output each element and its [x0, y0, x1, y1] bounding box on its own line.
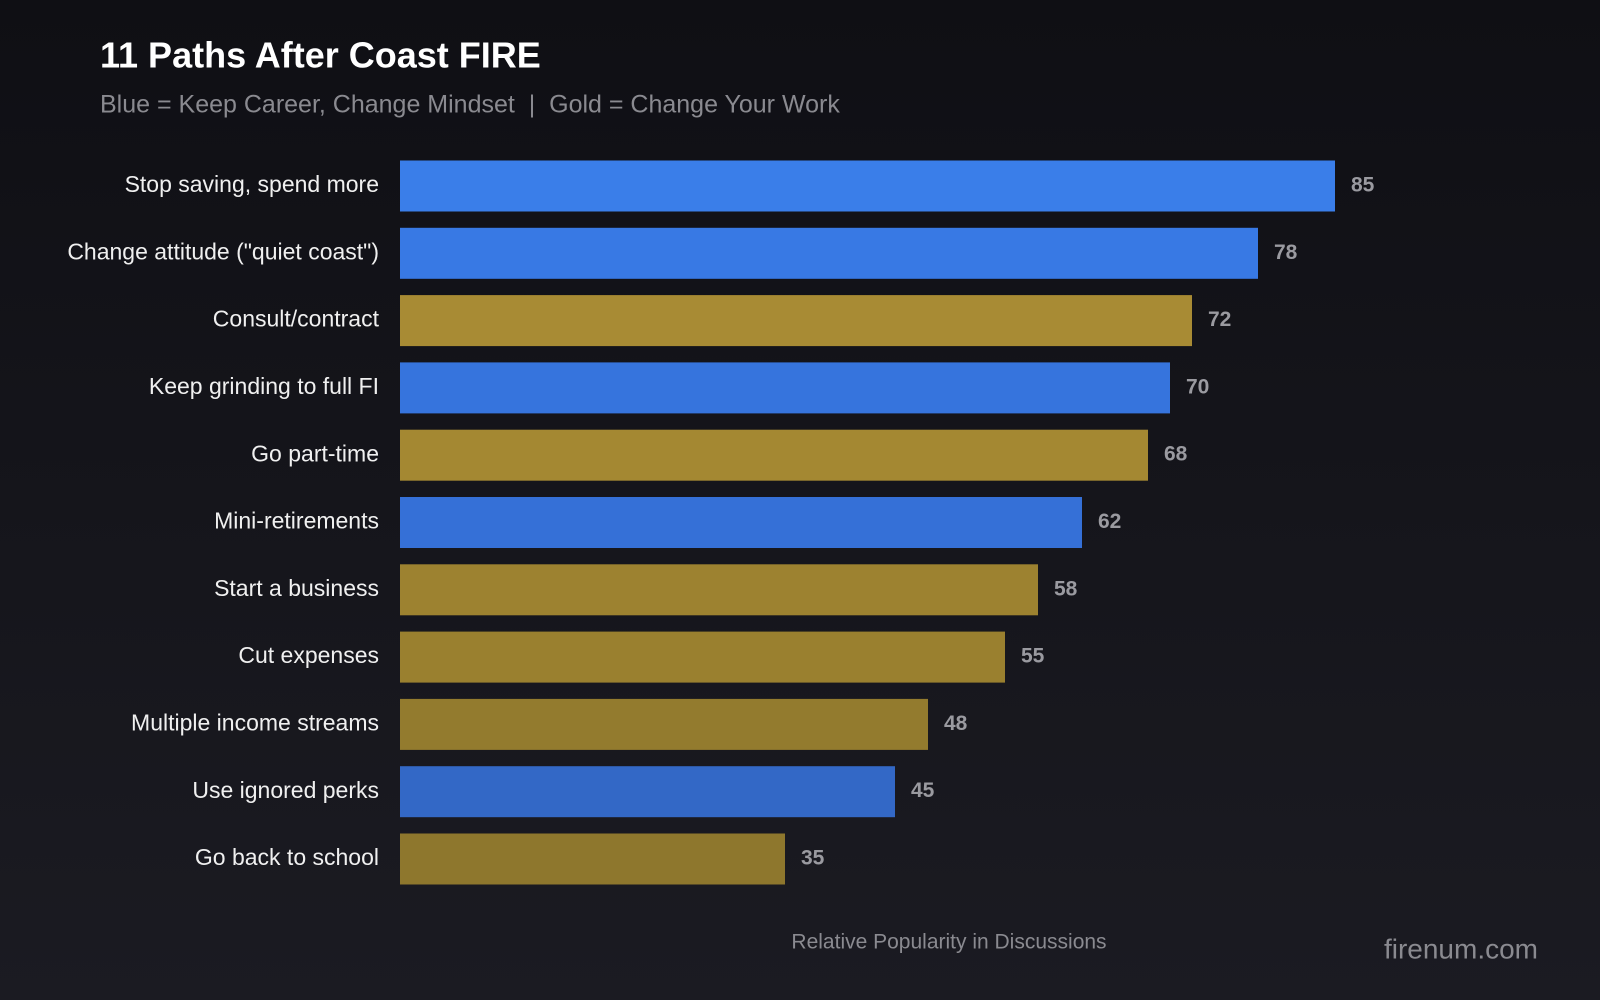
value-label: 62	[1098, 510, 1121, 533]
chart-title: 11 Paths After Coast FIRE	[100, 35, 541, 76]
category-label: Stop saving, spend more	[125, 171, 379, 197]
category-label: Use ignored perks	[192, 777, 379, 803]
category-label: Cut expenses	[238, 642, 379, 668]
category-label: Multiple income streams	[131, 709, 379, 735]
value-label: 70	[1186, 375, 1209, 398]
bar	[400, 295, 1192, 347]
bar	[400, 160, 1335, 212]
value-label: 85	[1351, 174, 1375, 197]
bar	[400, 833, 785, 885]
value-label: 68	[1164, 443, 1188, 466]
category-label: Change attitude ("quiet coast")	[67, 238, 379, 264]
category-label: Go back to school	[195, 844, 379, 870]
bar	[400, 429, 1148, 481]
watermark: firenum.com	[1384, 933, 1538, 964]
value-label: 78	[1274, 241, 1298, 264]
category-label: Consult/contract	[213, 306, 380, 332]
bar	[400, 227, 1258, 279]
bar	[400, 362, 1170, 414]
value-label: 58	[1054, 577, 1078, 600]
value-label: 55	[1021, 645, 1045, 668]
chart-subtitle: Blue = Keep Career, Change Mindset | Gol…	[100, 91, 840, 119]
bar	[400, 564, 1038, 616]
bar	[400, 631, 1005, 683]
category-label: Keep grinding to full FI	[149, 373, 379, 399]
x-axis-label: Relative Popularity in Discussions	[791, 931, 1106, 954]
value-label: 35	[801, 847, 825, 870]
category-label: Mini-retirements	[214, 508, 379, 534]
category-label: Start a business	[214, 575, 379, 601]
bar	[400, 497, 1082, 548]
bar	[400, 698, 928, 750]
value-label: 48	[944, 712, 968, 735]
value-label: 45	[911, 779, 935, 802]
bar	[400, 766, 895, 818]
category-label: Go part-time	[251, 440, 379, 466]
value-label: 72	[1208, 308, 1231, 331]
